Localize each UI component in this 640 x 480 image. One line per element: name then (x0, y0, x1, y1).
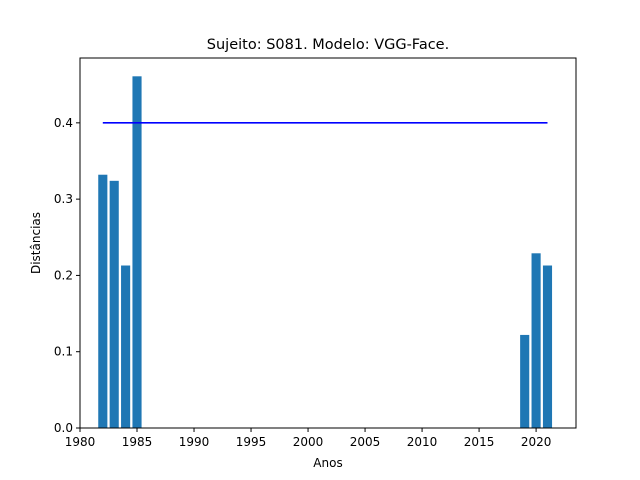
bars-group (98, 76, 553, 429)
bar-2020 (531, 253, 541, 428)
bar-1982 (98, 174, 108, 428)
chart-title: Sujeito: S081. Modelo: VGG-Face. (207, 37, 449, 53)
y-tick-label-3: 0.3 (54, 192, 73, 206)
x-tick-label-1985: 1985 (122, 435, 153, 449)
x-tick-label-1980: 1980 (65, 435, 96, 449)
x-axis-label: Anos (313, 456, 342, 470)
x-tick-label-2000: 2000 (293, 435, 324, 449)
x-tick-label-2020: 2020 (521, 435, 552, 449)
bar-1984 (121, 265, 131, 428)
bar-2019 (520, 334, 530, 428)
y-axis-label: Distâncias (29, 212, 43, 274)
y-tick-label-2: 0.2 (54, 268, 73, 282)
x-axis: 1980 1985 1990 1995 2000 2005 2010 2015 2020 (65, 428, 552, 449)
x-tick-label-1995: 1995 (236, 435, 267, 449)
bar-2021 (542, 265, 553, 428)
y-axis: 0.0 0.1 0.2 0.3 0.4 (54, 116, 80, 435)
x-tick-label-2010: 2010 (407, 435, 438, 449)
y-tick-label-0: 0.0 (54, 421, 73, 435)
x-tick-label-2005: 2005 (350, 435, 381, 449)
bar-1983 (109, 180, 119, 428)
y-tick-label-4: 0.4 (54, 116, 73, 130)
plot-frame (79, 57, 577, 429)
y-tick-label-1: 0.1 (54, 345, 73, 359)
x-tick-label-2015: 2015 (464, 435, 495, 449)
x-tick-label-1990: 1990 (179, 435, 210, 449)
bar-1985 (132, 76, 142, 429)
